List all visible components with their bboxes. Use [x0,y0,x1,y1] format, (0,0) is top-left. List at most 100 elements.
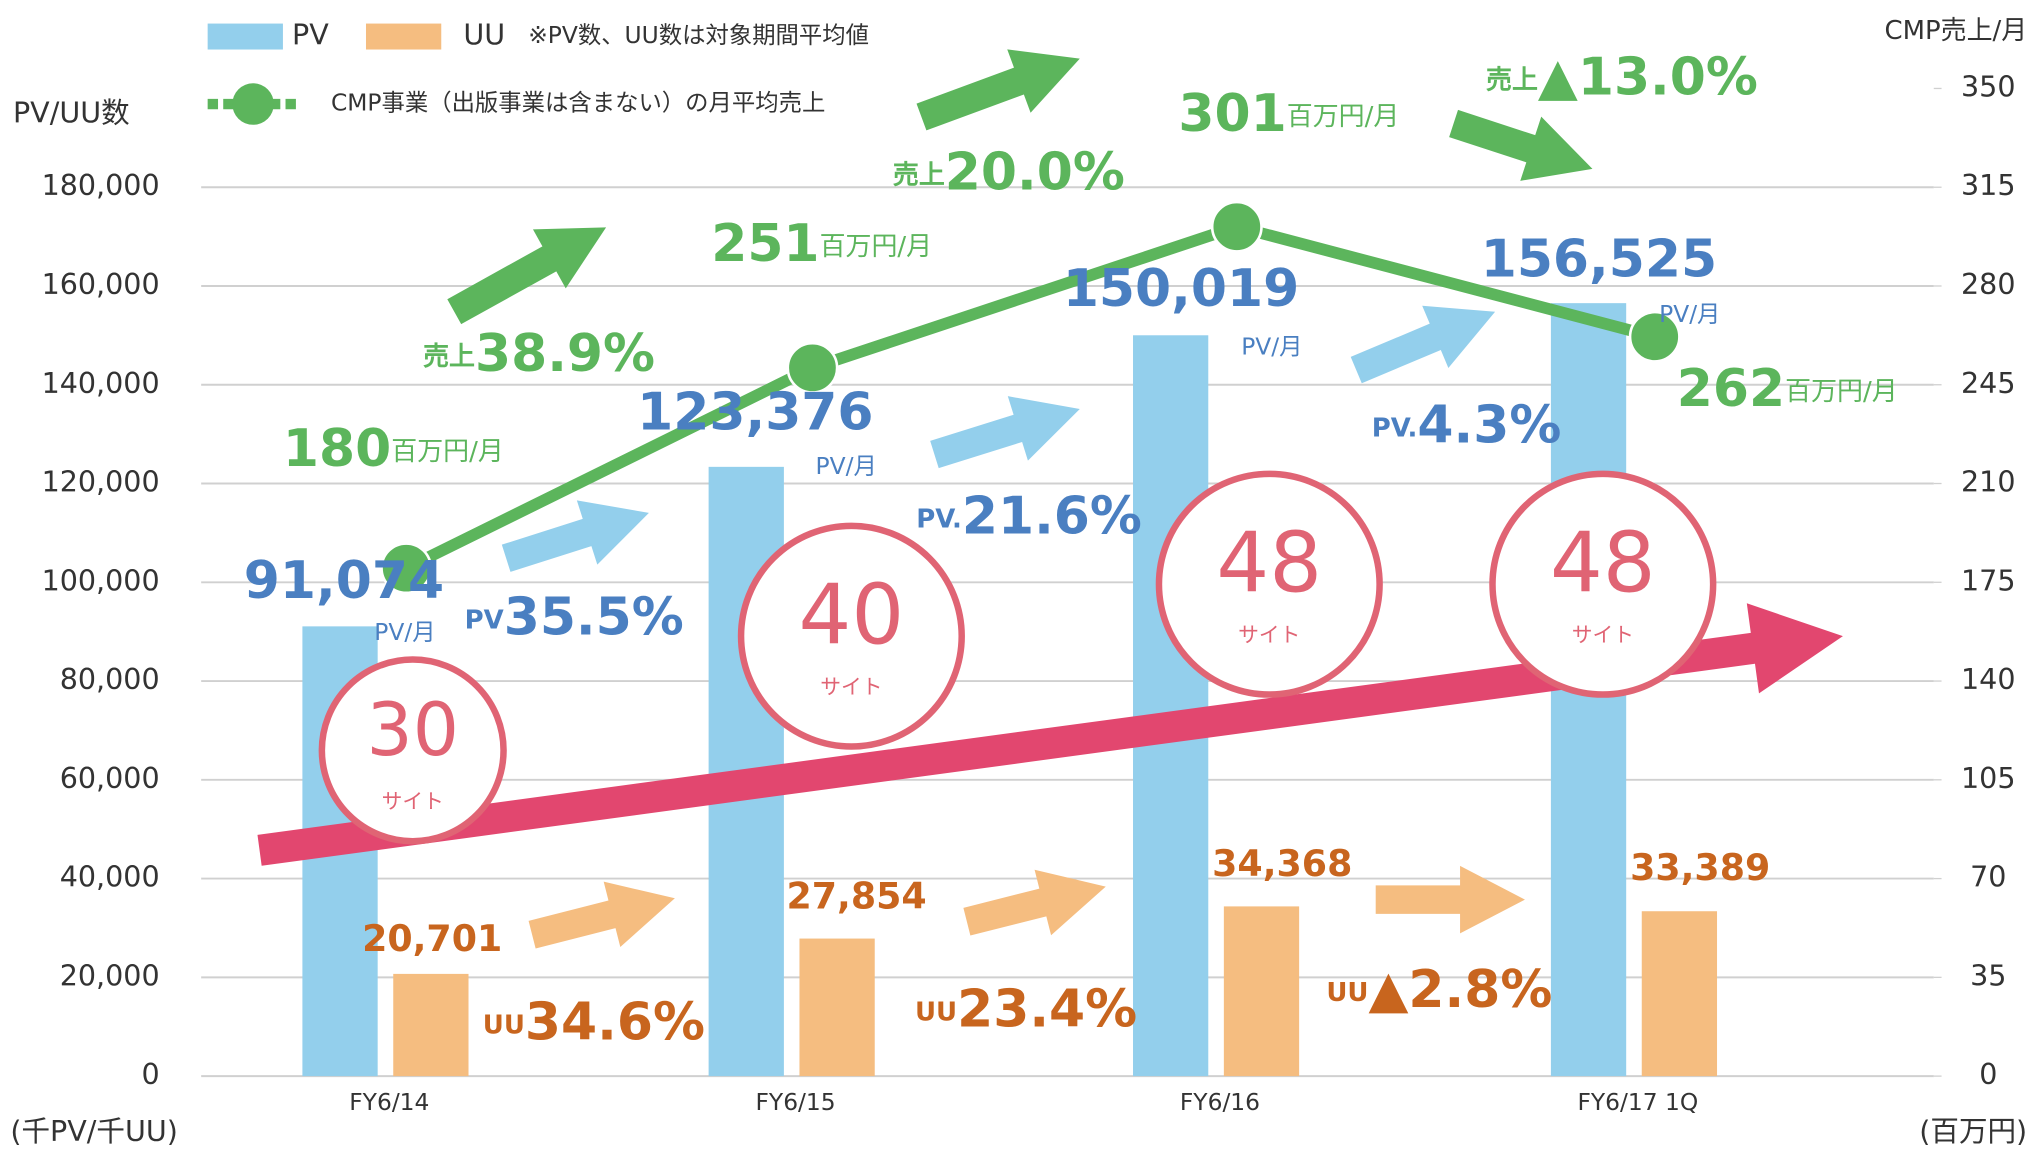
growth-arrow [1449,109,1593,181]
value-unit: PV/月 [1241,333,1302,361]
x-tick-label: FY6/17 1Q [1577,1088,1698,1116]
value-unit: PV/月 [374,618,435,646]
sales-growth-prefix: 売上 [423,342,475,372]
y2-tick-label: 35 [1970,958,2006,992]
y2-tick-label: 0 [1979,1057,1997,1091]
sales-growth: 売上▲13.0% [1486,48,1758,108]
value-label: 91,074 [244,551,444,611]
y-tick-label: 160,000 [42,267,160,301]
x-tick-label: FY6/15 [755,1088,835,1116]
value-label: 251百万円/月 [711,214,932,274]
value-label: 34,368 [1212,842,1352,885]
sales-growth-prefix: 売上 [893,160,945,190]
pv-growth-value: 35.5% [504,588,684,648]
pv-growth-prefix: PV. [916,504,962,534]
value-label: 156,525 [1481,229,1717,289]
legend-swatch [232,83,274,125]
y-tick-label: 180,000 [42,168,160,202]
value-label-unit: 百万円/月 [391,436,504,466]
value-label-unit: 百万円/月 [1785,377,1898,407]
value-label-number: 262 [1677,359,1785,419]
y-tick-label: 40,000 [60,860,160,894]
bar [393,973,469,1077]
y-tick-label: 0 [141,1057,159,1091]
value-label-unit: 百万円/月 [820,231,933,261]
line [403,220,1657,574]
site-circle [1489,470,1717,698]
growth-arrow [916,49,1080,131]
line-point [786,341,839,394]
legend-swatch [365,23,442,50]
site-unit: サイト [382,789,444,813]
value-label: 150,019 [1063,259,1299,319]
sales-growth-prefix: 売上 [1486,65,1538,95]
site-unit: サイト [1572,623,1634,647]
y2-tick-label: 105 [1961,761,2016,795]
growth-arrow [447,227,607,325]
line-point [380,542,433,595]
uu-growth: UU23.4% [915,980,1137,1040]
value-label: 33,389 [1630,846,1770,889]
growth-arrow [1375,865,1525,934]
uu-growth-prefix: UU [483,1010,525,1040]
uu-growth-prefix: UU [915,997,957,1027]
growth-arrow [501,500,649,572]
legend-swatch [207,23,283,50]
uu-growth-value: 23.4% [957,980,1137,1040]
y2-tick-label: 350 [1961,69,2016,103]
value-label: 301百万円/月 [1178,84,1399,144]
value-unit: PV/月 [816,452,877,480]
pv-growth-value: 21.6% [962,486,1142,546]
y-tick-label: 60,000 [60,761,160,795]
line-point [1628,310,1681,363]
bar [799,938,875,1077]
site-count: 48 [1550,515,1656,612]
y2-tick-label: 210 [1961,465,2016,499]
y2-axis-unit: (百万円) [1919,1114,2027,1148]
y2-tick-label: 140 [1961,662,2016,696]
pv-growth: PV.21.6% [916,486,1142,546]
pv-growth: PV35.5% [465,588,684,648]
legend-label: PV [292,18,329,52]
line-point [1210,200,1263,253]
value-label: 262百万円/月 [1677,359,1898,419]
legend-note: ※PV数、UU数は対象期間平均値 [528,21,869,49]
uu-growth: UU34.6% [483,992,705,1052]
sales-growth: 売上38.9% [423,324,655,384]
y-tick-label: 20,000 [60,958,160,992]
bar [1641,911,1718,1077]
site-unit: サイト [820,675,882,699]
pv-growth-prefix: PV. [1372,413,1418,443]
x-tick-label: FY6/14 [349,1088,429,1116]
site-count: 30 [366,689,458,773]
y2-tick-label: 280 [1961,267,2016,301]
pv-growth-value: 4.3% [1417,395,1561,455]
value-unit: PV/月 [1659,300,1720,328]
pv-growth: PV.4.3% [1372,395,1562,455]
trend-arrow [257,603,1843,866]
value-label: 27,854 [786,874,926,917]
sales-growth-value: 38.9% [475,324,655,384]
value-label-number: 301 [1178,84,1286,144]
bar [1133,335,1209,1077]
y2-tick-label: 245 [1961,366,2016,400]
growth-arrow [528,881,675,949]
sales-growth-value: ▲13.0% [1538,48,1758,108]
site-unit: サイト [1238,623,1300,647]
site-circle [318,656,507,845]
sales-growth: 売上20.0% [893,142,1125,202]
x-tick-label: FY6/16 [1180,1088,1260,1116]
value-label-unit: 百万円/月 [1287,102,1400,132]
y-tick-label: 120,000 [42,465,160,499]
value-label: 180百万円/月 [283,419,504,479]
site-count: 48 [1216,515,1322,612]
growth-arrow [963,869,1106,936]
y-tick-label: 140,000 [42,366,160,400]
site-circle [737,522,965,750]
value-label-number: 180 [283,419,391,479]
bar [1223,906,1300,1077]
uu-growth-prefix: UU [1326,978,1368,1008]
site-circle [1155,470,1383,698]
y-axis-unit: (千PV/千UU) [10,1114,178,1148]
